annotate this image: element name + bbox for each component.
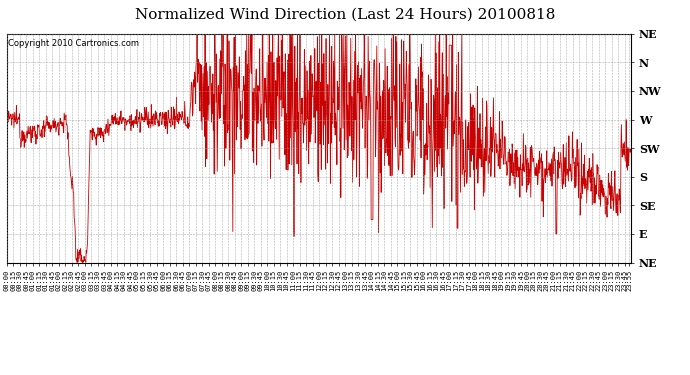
Text: Copyright 2010 Cartronics.com: Copyright 2010 Cartronics.com [8, 39, 139, 48]
Text: Normalized Wind Direction (Last 24 Hours) 20100818: Normalized Wind Direction (Last 24 Hours… [135, 8, 555, 21]
